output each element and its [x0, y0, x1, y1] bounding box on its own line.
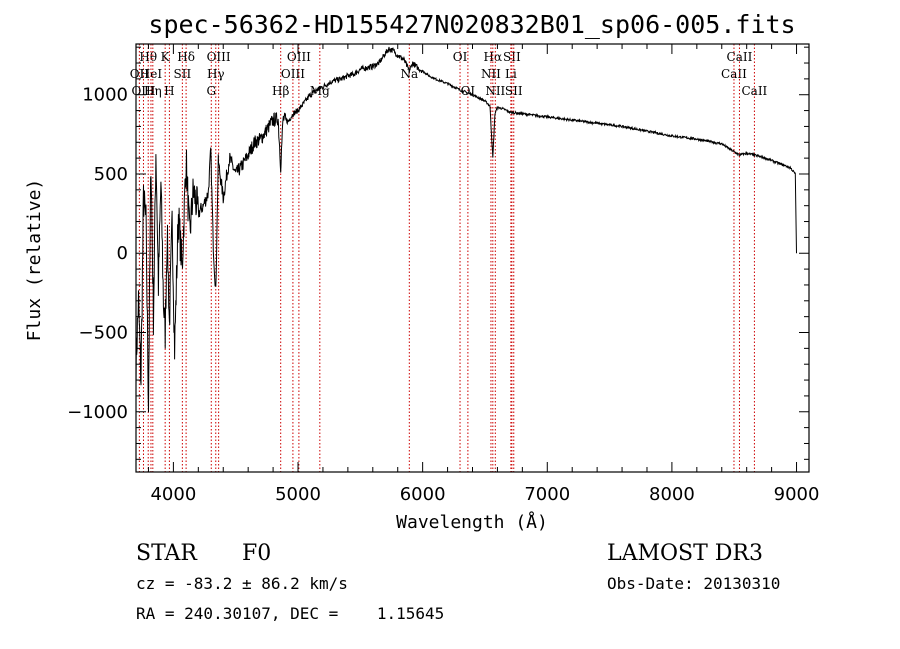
line-marker-label-7: SII — [174, 67, 192, 81]
x-axis-label: Wavelength (Å) — [396, 511, 548, 533]
line-marker-label-24: SII — [505, 84, 523, 98]
x-tick-label: 8000 — [649, 484, 695, 505]
line-marker-label-8: Hδ — [177, 50, 195, 64]
line-marker-label-19: Hα — [484, 50, 503, 64]
x-tick-label: 9000 — [774, 484, 820, 505]
x-ticks: 4000 5000 6000 7000 8000 9000 — [147, 44, 820, 505]
x-tick-label: 6000 — [400, 484, 446, 505]
y-tick-label: 1000 — [82, 85, 128, 106]
line-marker-label-1: OII — [130, 67, 150, 81]
x-tick-label: 5000 — [275, 484, 321, 505]
line-marker-label-20: NII — [481, 67, 501, 81]
line-marker-label-3: HeI — [140, 67, 163, 81]
ra-dec: RA = 240.30107, DEC = 1.15645 — [136, 604, 444, 623]
y-tick-label: 0 — [117, 243, 128, 264]
plot-frame — [135, 43, 810, 473]
line-marker-label-15: Mg — [310, 84, 330, 98]
line-marker-label-4: Hη — [144, 84, 162, 98]
object-class: STAR — [136, 541, 198, 566]
line-marker-label-9: OIII — [207, 50, 231, 64]
spectrum-line — [135, 46, 797, 413]
y-axis-label: Flux (relative) — [24, 179, 45, 342]
survey-name: LAMOST DR3 — [607, 541, 763, 566]
y-tick-label: −500 — [79, 323, 128, 344]
line-marker-label-22: SII — [503, 50, 521, 64]
line-marker-label-11: G — [206, 84, 216, 98]
line-marker-label-21: NII — [485, 84, 505, 98]
line-marker-label-14: OIII — [287, 50, 311, 64]
line-marker-label-0: Hθ — [139, 50, 157, 64]
y-tick-label: −1000 — [67, 402, 128, 423]
chart-title: spec-56362-HD155427N020832B01_sp06-005.f… — [148, 10, 795, 39]
line-marker-label-13: OIII — [281, 67, 305, 81]
obs-date: Obs-Date: 20130310 — [607, 574, 780, 593]
x-tick-label: 7000 — [524, 484, 570, 505]
line-marker-label-12: Hβ — [272, 84, 289, 98]
object-subclass: F0 — [242, 541, 271, 566]
y-tick-label: 500 — [94, 164, 128, 185]
redshift-line: cz = -83.2 ± 86.2 km/s — [136, 574, 348, 593]
line-marker-label-6: H — [164, 84, 174, 98]
line-marker-label-23: Li — [505, 67, 517, 81]
line-marker-label-5: K — [161, 50, 171, 64]
line-marker-label-16: Na — [400, 67, 418, 81]
x-tick-label: 4000 — [150, 484, 196, 505]
line-marker-label-25: CaII — [721, 67, 747, 81]
spectrum-group — [135, 46, 797, 413]
line-marker-label-26: CaII — [727, 50, 753, 64]
line-marker-label-27: CaII — [741, 84, 767, 98]
line-marker-label-17: OI — [453, 50, 468, 64]
line-marker-label-10: Hγ — [207, 67, 225, 81]
y-ticks: −1000 −500 0 500 1000 — [67, 46, 809, 460]
